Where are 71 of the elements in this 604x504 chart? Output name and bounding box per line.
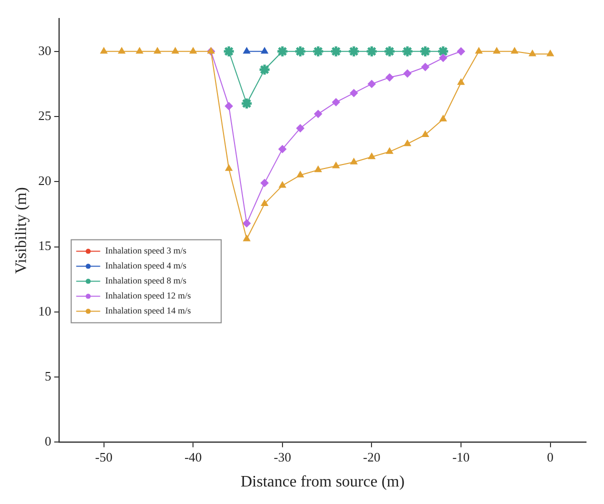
point xyxy=(118,47,126,54)
point xyxy=(332,98,340,106)
point xyxy=(368,152,376,160)
y-tick-label: 25 xyxy=(38,108,52,123)
point xyxy=(332,162,340,168)
y-tick-label: 30 xyxy=(38,42,52,58)
point xyxy=(421,63,430,72)
y-tick-label: 15 xyxy=(38,238,52,254)
point xyxy=(348,45,360,58)
point xyxy=(278,145,286,154)
point xyxy=(258,63,271,76)
point xyxy=(475,47,482,54)
y-axis-title: Visibility (m) xyxy=(12,187,30,274)
point xyxy=(404,140,411,146)
point xyxy=(493,47,500,54)
point xyxy=(528,50,536,56)
point xyxy=(190,47,197,54)
point xyxy=(294,45,307,58)
point xyxy=(314,166,322,172)
point xyxy=(386,148,394,154)
point xyxy=(296,124,304,132)
x-tick-label: -50 xyxy=(95,449,113,464)
point xyxy=(350,158,358,164)
x-tick-label: -40 xyxy=(184,449,202,464)
point xyxy=(278,182,286,188)
point xyxy=(457,78,465,85)
point xyxy=(314,110,322,118)
point xyxy=(243,234,250,242)
point xyxy=(222,45,236,58)
point xyxy=(422,130,429,137)
point xyxy=(456,47,465,56)
y-tick-label: 10 xyxy=(38,303,52,318)
point xyxy=(365,45,378,58)
point xyxy=(330,45,342,58)
y-tick-label: 5 xyxy=(44,368,52,384)
point xyxy=(240,97,253,110)
x-axis-title: Distance from source (m) xyxy=(240,474,405,491)
x-tick-label: 0 xyxy=(547,449,554,464)
point xyxy=(261,200,268,206)
point xyxy=(403,70,412,78)
legend-label: Inhalation speed 4 m/s xyxy=(105,260,187,271)
x-tick-label: -20 xyxy=(363,449,380,464)
point xyxy=(368,80,376,88)
point xyxy=(242,219,251,228)
point xyxy=(100,47,108,54)
x-tick-label: -30 xyxy=(274,449,292,464)
point xyxy=(225,164,232,171)
legend-label: Inhalation speed 8 m/s xyxy=(105,276,187,286)
point xyxy=(401,45,414,58)
x-tick-label: -10 xyxy=(452,449,470,464)
y-tick-label: 0 xyxy=(44,434,52,449)
point xyxy=(260,178,269,187)
legend-label: Inhalation speed 3 m/s xyxy=(105,246,187,256)
point xyxy=(440,115,447,122)
point xyxy=(383,45,396,58)
point xyxy=(546,50,554,56)
point xyxy=(172,47,179,54)
point xyxy=(296,171,304,178)
point xyxy=(419,45,432,58)
y-tick-label: 20 xyxy=(38,173,52,188)
legend-label: Inhalation speed 12 m/s xyxy=(105,290,192,301)
point xyxy=(136,47,144,54)
point xyxy=(154,47,161,54)
point xyxy=(511,47,518,54)
point xyxy=(224,102,233,110)
point xyxy=(276,45,289,58)
legend-label: Inhalation speed 14 m/s xyxy=(105,306,192,316)
point xyxy=(386,73,394,82)
point xyxy=(312,45,324,58)
point xyxy=(350,89,358,98)
point xyxy=(439,54,448,62)
